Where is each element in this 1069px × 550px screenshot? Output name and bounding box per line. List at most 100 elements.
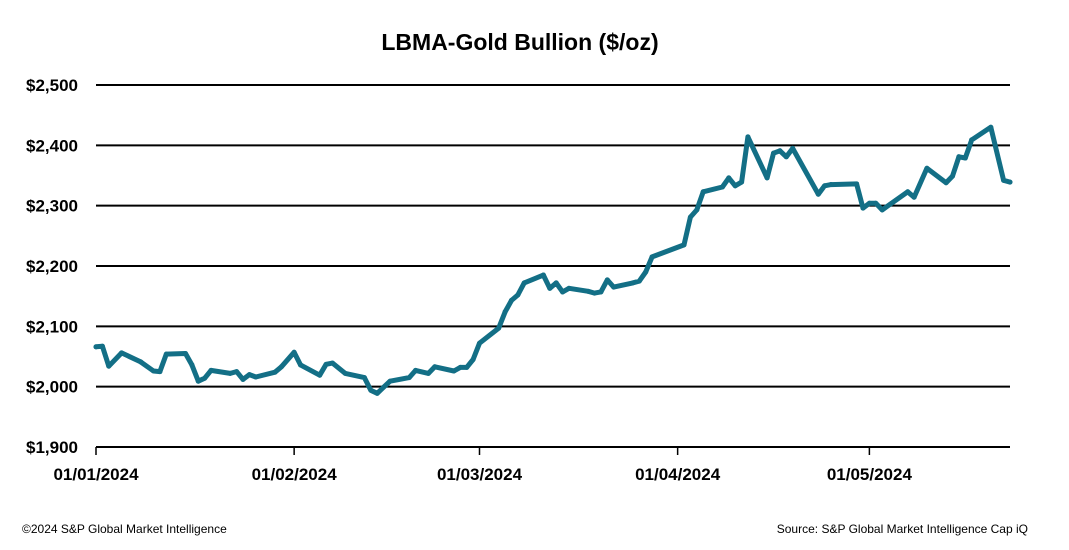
- data-point: [361, 375, 367, 381]
- data-point: [598, 289, 604, 295]
- data-point: [585, 288, 591, 294]
- x-tick-label: 01/03/2024: [437, 465, 523, 484]
- data-point: [496, 325, 502, 331]
- data-point: [687, 214, 693, 220]
- data-point: [342, 370, 348, 376]
- data-point: [253, 374, 259, 380]
- data-point: [476, 340, 482, 346]
- data-point: [604, 277, 610, 283]
- data-point: [592, 290, 598, 296]
- data-point: [432, 364, 438, 370]
- y-tick-label: $2,300: [26, 197, 78, 216]
- data-point: [636, 278, 642, 284]
- data-point: [323, 361, 329, 367]
- data-point: [560, 289, 566, 295]
- x-tick-label: 01/05/2024: [827, 465, 913, 484]
- copyright-text: ©2024 S&P Global Market Intelligence: [22, 522, 227, 536]
- data-point: [611, 284, 617, 290]
- y-tick-label: $2,400: [26, 136, 78, 155]
- data-point: [764, 175, 770, 181]
- data-point: [368, 387, 374, 393]
- data-point: [457, 364, 463, 370]
- data-point: [879, 207, 885, 213]
- data-point: [866, 200, 872, 206]
- data-points: [93, 124, 1013, 396]
- data-point: [227, 370, 233, 376]
- data-point: [106, 363, 112, 369]
- data-point: [298, 362, 304, 368]
- data-point: [195, 378, 201, 384]
- data-point: [726, 175, 732, 181]
- data-point: [406, 375, 412, 381]
- data-point: [189, 362, 195, 368]
- data-point: [566, 285, 572, 291]
- data-point: [425, 370, 431, 376]
- y-tick-label: $2,200: [26, 257, 78, 276]
- data-point: [943, 180, 949, 186]
- data-point: [291, 349, 297, 355]
- data-point: [329, 360, 335, 366]
- x-tick-label: 01/04/2024: [635, 465, 721, 484]
- data-point: [860, 205, 866, 211]
- data-point: [547, 285, 553, 291]
- y-tick-label: $2,000: [26, 378, 78, 397]
- data-point: [1001, 177, 1007, 183]
- data-point: [905, 189, 911, 195]
- data-point: [234, 369, 240, 375]
- data-point: [99, 343, 105, 349]
- data-point: [956, 154, 962, 160]
- data-point: [783, 154, 789, 160]
- data-point: [643, 269, 649, 275]
- data-point: [1007, 179, 1013, 185]
- data-point: [649, 254, 655, 260]
- data-point: [745, 134, 751, 140]
- data-point: [413, 367, 419, 373]
- data-point: [138, 359, 144, 365]
- data-point: [502, 309, 508, 315]
- x-tick-label: 01/01/2024: [53, 465, 139, 484]
- data-point: [681, 242, 687, 248]
- data-point: [719, 184, 725, 190]
- data-point: [924, 165, 930, 171]
- data-point: [771, 150, 777, 156]
- data-point: [246, 372, 252, 378]
- data-point: [790, 145, 796, 151]
- data-point: [700, 189, 706, 195]
- series-line: [93, 124, 1013, 396]
- data-point: [553, 280, 559, 286]
- data-point: [317, 372, 323, 378]
- data-point: [451, 368, 457, 374]
- data-point: [630, 280, 636, 286]
- chart-title: LBMA-Gold Bullion ($/oz): [381, 29, 658, 55]
- data-point: [208, 367, 214, 373]
- data-point: [93, 344, 99, 350]
- data-point: [911, 194, 917, 200]
- data-point: [540, 272, 546, 278]
- data-point: [739, 179, 745, 185]
- data-point: [969, 137, 975, 143]
- data-point: [515, 292, 521, 298]
- data-point: [508, 297, 514, 303]
- data-point: [240, 376, 246, 382]
- y-tick-label: $2,500: [26, 76, 78, 95]
- data-point: [163, 351, 169, 357]
- data-point: [777, 148, 783, 154]
- data-point: [694, 207, 700, 213]
- data-point: [387, 378, 393, 384]
- data-point: [822, 183, 828, 189]
- data-point: [278, 364, 284, 370]
- data-point: [815, 191, 821, 197]
- data-point: [464, 364, 470, 370]
- data-point: [182, 350, 188, 356]
- source-text: Source: S&P Global Market Intelligence C…: [776, 522, 1028, 536]
- gridlines: [96, 84, 1010, 448]
- data-point: [732, 183, 738, 189]
- data-point: [272, 369, 278, 375]
- data-point: [151, 368, 157, 374]
- data-point: [828, 182, 834, 188]
- data-point: [873, 200, 879, 206]
- data-point: [521, 280, 527, 286]
- data-point: [374, 390, 380, 396]
- y-tick-label: $2,100: [26, 317, 78, 336]
- x-tick-label: 01/02/2024: [252, 465, 338, 484]
